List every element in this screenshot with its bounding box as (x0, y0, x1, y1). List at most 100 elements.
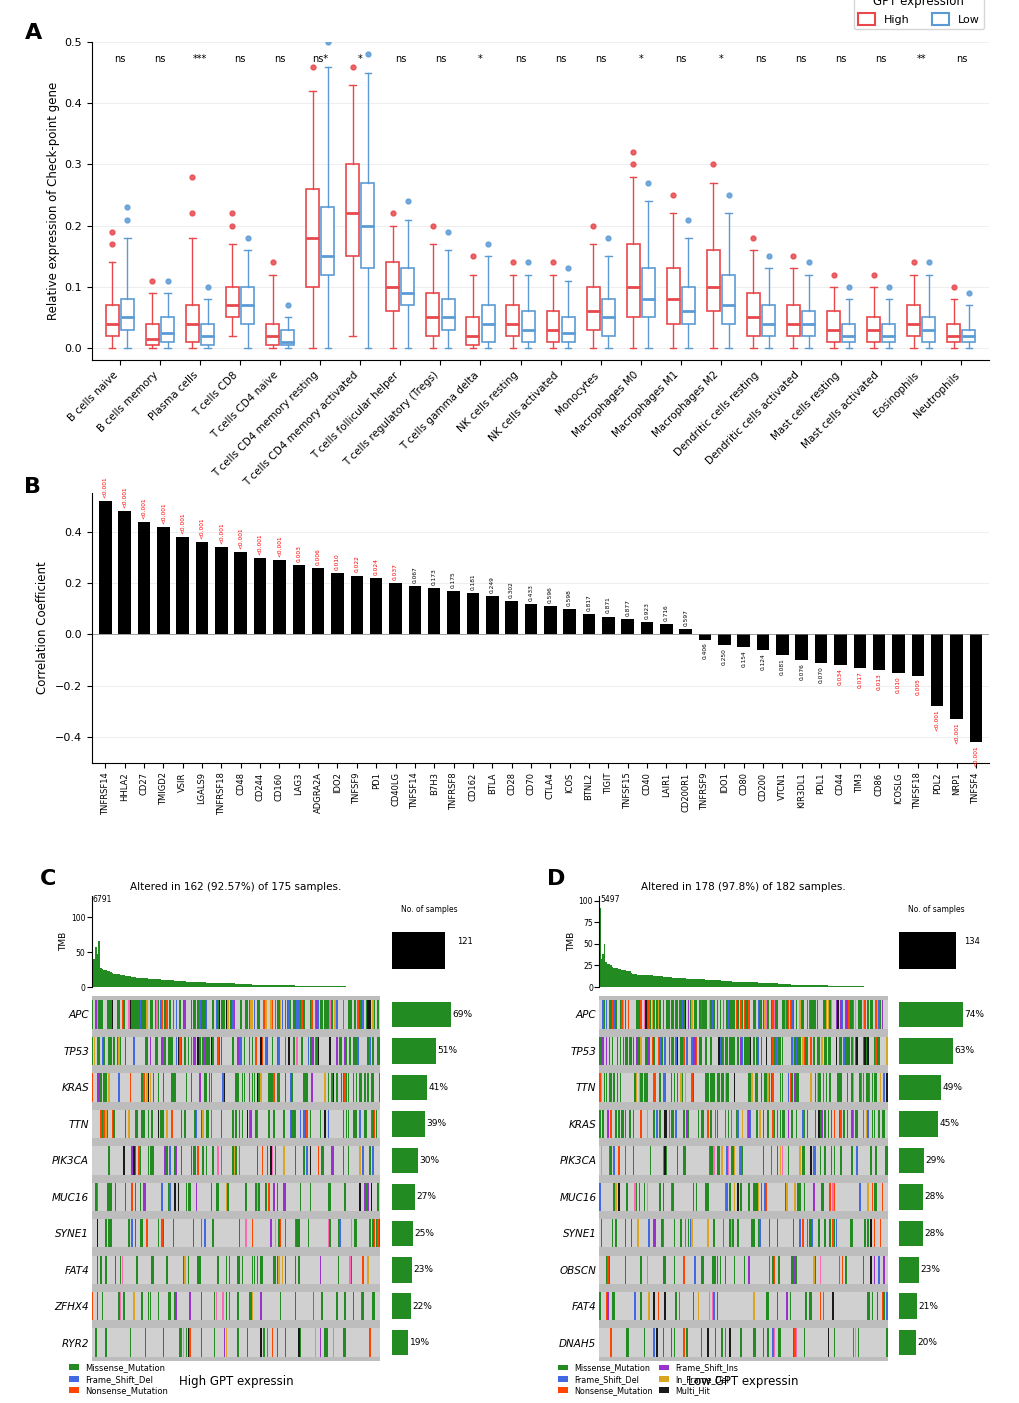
PathPatch shape (121, 299, 133, 330)
Bar (174, 1292, 175, 1320)
Bar (717, 634, 730, 645)
Bar (347, 1110, 348, 1138)
Bar (263, 985, 265, 988)
Bar (92, 1256, 380, 1284)
Bar (361, 1292, 362, 1320)
Bar (161, 1183, 162, 1211)
Bar (135, 1219, 137, 1247)
Bar (819, 985, 820, 988)
Bar (640, 1037, 641, 1065)
Bar (786, 1183, 787, 1211)
Bar (743, 1000, 744, 1028)
Bar (738, 1146, 740, 1174)
Bar (740, 1329, 741, 1357)
Bar (212, 1219, 214, 1247)
Bar (247, 1000, 249, 1028)
Bar (327, 1073, 329, 1101)
Bar (675, 1110, 677, 1138)
Bar (268, 1110, 270, 1138)
Bar (665, 976, 666, 988)
Bar (781, 1037, 783, 1065)
Bar (672, 1183, 673, 1211)
Bar (717, 1037, 718, 1065)
Bar (276, 1256, 278, 1284)
Bar (757, 1000, 758, 1028)
Bar (684, 1219, 686, 1247)
PathPatch shape (426, 293, 439, 335)
Bar (193, 1146, 194, 1174)
Bar (115, 1256, 116, 1284)
Bar (735, 982, 737, 988)
Bar (605, 1000, 606, 1028)
Bar (714, 1329, 715, 1357)
Bar (700, 1000, 701, 1028)
Bar (765, 1037, 766, 1065)
Bar (763, 1073, 765, 1101)
Bar (621, 619, 634, 634)
Bar (698, 979, 700, 988)
Bar (822, 1000, 823, 1028)
Bar (369, 1329, 370, 1357)
Bar (874, 1037, 875, 1065)
Bar (746, 1037, 747, 1065)
Text: 23%: 23% (919, 1266, 940, 1274)
Bar (118, 512, 130, 634)
Bar (148, 1146, 150, 1174)
PathPatch shape (842, 324, 854, 342)
Bar (791, 1037, 792, 1065)
Bar (257, 1146, 258, 1174)
Bar (611, 1037, 612, 1065)
Bar (812, 1256, 814, 1284)
Bar (214, 1292, 215, 1320)
Bar (665, 1000, 666, 1028)
Bar (276, 1037, 278, 1065)
Bar (802, 1000, 803, 1028)
Bar (146, 1037, 148, 1065)
Bar (848, 1037, 849, 1065)
Bar (118, 1073, 119, 1101)
Bar (643, 1000, 644, 1028)
Bar (672, 978, 673, 988)
Bar (357, 1037, 359, 1065)
Bar (644, 975, 646, 988)
Bar (784, 1000, 786, 1028)
Bar (102, 1000, 103, 1028)
Bar (543, 606, 556, 634)
Bar (672, 1110, 673, 1138)
Text: 69%: 69% (452, 1010, 472, 1019)
Bar (812, 985, 814, 988)
Y-axis label: Relative expression of Check-point gene: Relative expression of Check-point gene (47, 81, 60, 320)
Text: No. of samples: No. of samples (400, 905, 458, 915)
Bar (632, 1110, 634, 1138)
Bar (298, 985, 300, 988)
Y-axis label: Correlation Coefficient: Correlation Coefficient (37, 561, 49, 694)
Bar (297, 985, 298, 988)
Bar (669, 1073, 672, 1101)
Bar (686, 1329, 687, 1357)
Bar (143, 978, 145, 988)
Bar (708, 1000, 709, 1028)
Bar (614, 1183, 615, 1211)
Bar (220, 1037, 222, 1065)
Bar (217, 1000, 218, 1028)
Bar (600, 1146, 601, 1174)
Bar (662, 1146, 663, 1174)
Bar (703, 1000, 705, 1028)
Bar (880, 1000, 882, 1028)
PathPatch shape (746, 293, 759, 335)
Bar (319, 1256, 321, 1284)
Bar (198, 1000, 199, 1028)
Bar (217, 984, 219, 988)
Bar (712, 981, 714, 988)
Bar (155, 1000, 156, 1028)
Bar (802, 1110, 803, 1138)
Bar (759, 1000, 760, 1028)
Bar (819, 1256, 820, 1284)
Bar (312, 568, 324, 634)
Bar (712, 1256, 714, 1284)
Bar (156, 979, 158, 988)
Bar (199, 1037, 201, 1065)
Bar (791, 1110, 792, 1138)
Bar (132, 976, 135, 988)
Bar (737, 1219, 738, 1247)
